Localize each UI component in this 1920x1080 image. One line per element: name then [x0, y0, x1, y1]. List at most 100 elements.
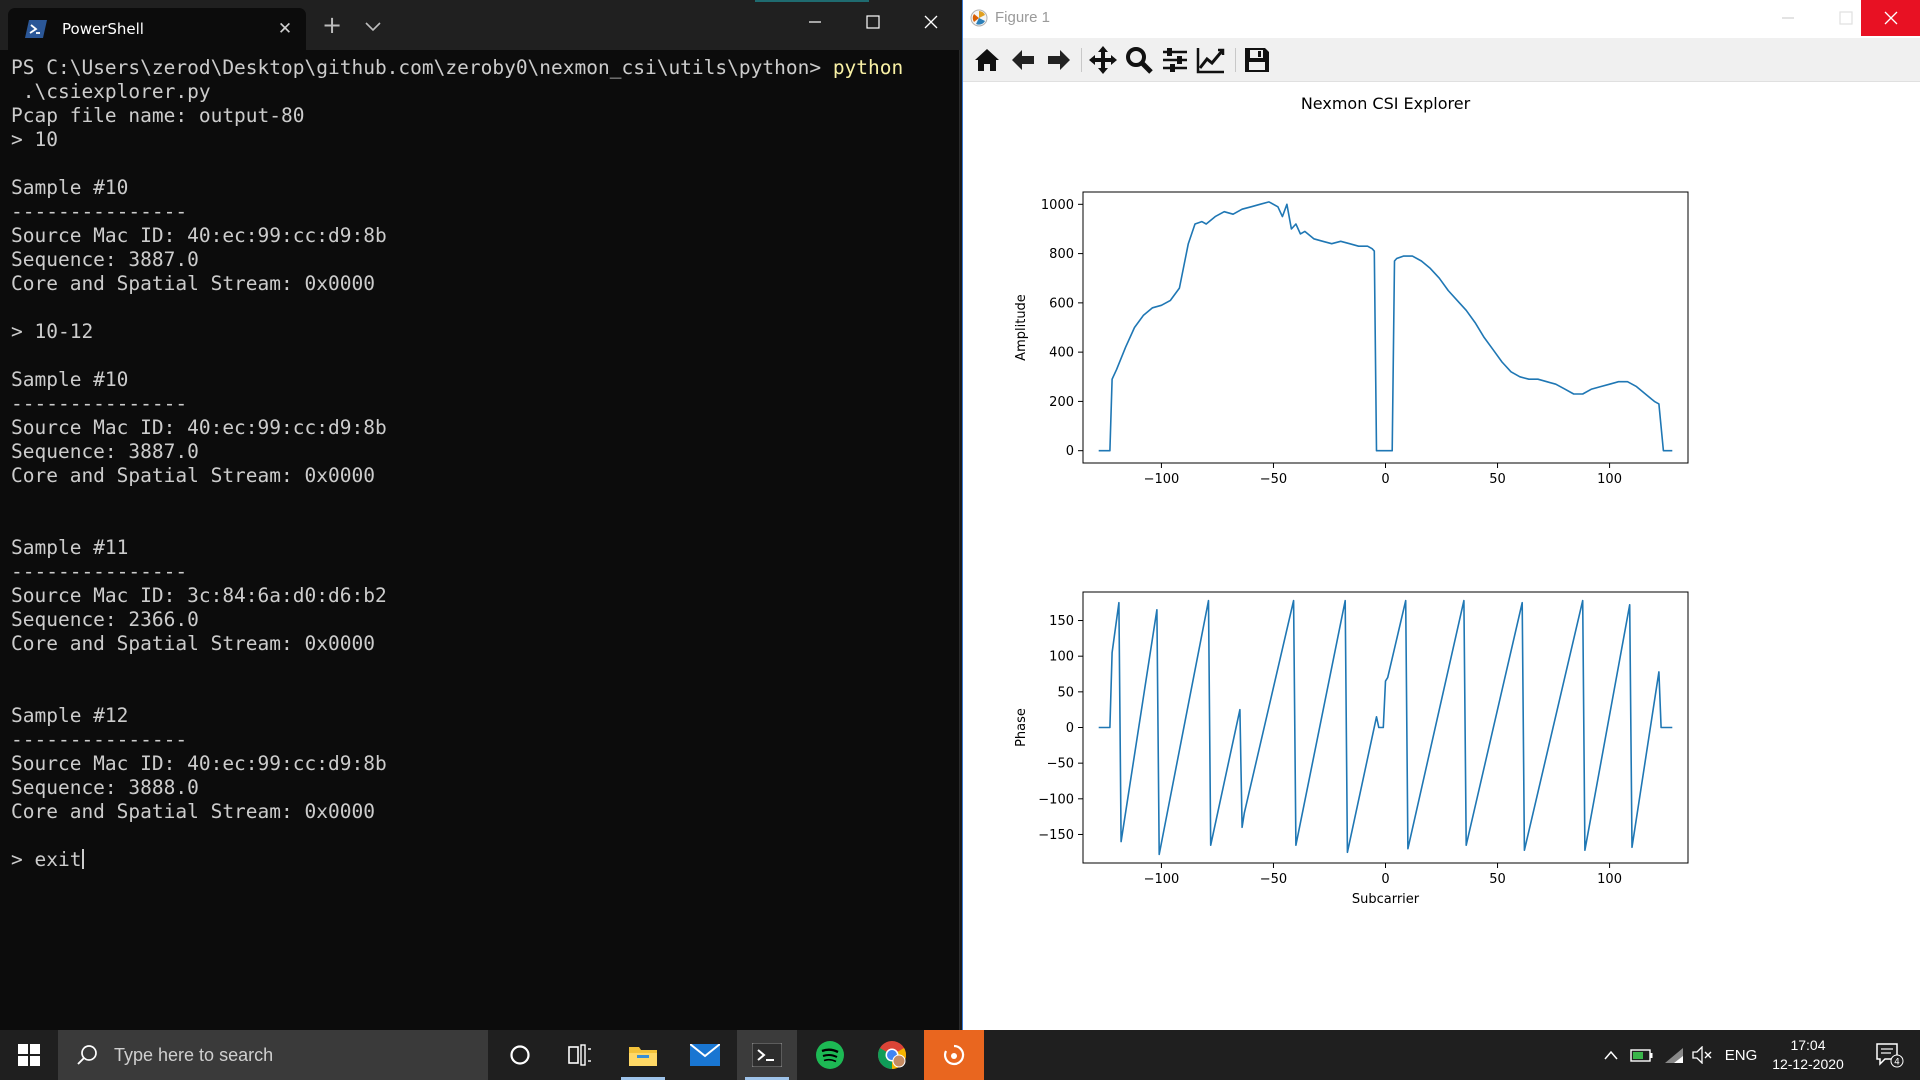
- y-tick-label: 50: [1057, 685, 1074, 700]
- toolbar-separator: [1235, 48, 1236, 72]
- x-axis-label: Subcarrier: [1352, 892, 1420, 907]
- y-tick-label: −100: [1038, 792, 1074, 807]
- subplots-config-icon[interactable]: [1159, 44, 1191, 76]
- chart-title: Nexmon CSI Explorer: [1301, 94, 1471, 113]
- save-icon[interactable]: [1241, 44, 1273, 76]
- running-indicator: [745, 1077, 789, 1080]
- close-icon[interactable]: [902, 0, 960, 44]
- clock-time: 17:04: [1790, 1037, 1826, 1053]
- x-tick-label: 100: [1597, 472, 1622, 487]
- prompt-path: PS C:\Users\zerod\Desktop\github.com\zer…: [11, 56, 833, 79]
- taskbar: Type here to search: [0, 1030, 1920, 1080]
- taskbar-search-box[interactable]: Type here to search: [58, 1030, 488, 1080]
- terminal-line: Source Mac ID: 40:ec:99:cc:d9:8b: [11, 224, 387, 247]
- x-tick-label: −100: [1144, 472, 1180, 487]
- input-text: > exit: [11, 848, 82, 871]
- spotify-icon[interactable]: [800, 1030, 860, 1080]
- x-tick-label: 50: [1489, 472, 1506, 487]
- volume-muted-icon[interactable]: [1688, 1030, 1718, 1080]
- x-tick-label: 50: [1489, 872, 1506, 887]
- file-explorer-icon[interactable]: [613, 1030, 673, 1080]
- terminal-line: Sequence: 3887.0: [11, 440, 199, 463]
- edit-axis-icon[interactable]: [1195, 44, 1227, 76]
- y-tick-label: 1000: [1041, 198, 1074, 213]
- title-accent-line: [755, 0, 869, 2]
- prompt-line: PS C:\Users\zerod\Desktop\github.com\zer…: [11, 56, 956, 80]
- terminal-line: .\csiexplorer.py: [11, 80, 211, 103]
- mail-icon[interactable]: [675, 1030, 735, 1080]
- cortana-icon[interactable]: [490, 1030, 550, 1080]
- task-view-icon[interactable]: [550, 1030, 610, 1080]
- terminal-line: Source Mac ID: 40:ec:99:cc:d9:8b: [11, 416, 387, 439]
- terminal-line: [11, 344, 956, 368]
- figure-canvas[interactable]: −100 −50 0 50 100 0 200 400 600 800 1000 Nexmon CSI…: [963, 82, 1920, 1030]
- tab-close-icon[interactable]: ✕: [277, 19, 293, 39]
- figure-toolbar: [963, 38, 1920, 82]
- terminal-line: Sample #10: [11, 368, 129, 391]
- tab-powershell[interactable]: PowerShell ✕: [8, 8, 306, 50]
- text-cursor: [82, 849, 85, 869]
- zoom-icon[interactable]: [1123, 44, 1155, 76]
- terminal-line: Core and Spatial Stream: 0x0000: [11, 632, 375, 655]
- toolbar-separator: [1081, 48, 1082, 72]
- y-tick-label: 800: [1049, 247, 1074, 262]
- input-line[interactable]: > exit: [11, 848, 956, 872]
- terminal-line: ---------------: [11, 392, 188, 415]
- chevron-down-icon[interactable]: [360, 14, 386, 40]
- terminal-icon[interactable]: [737, 1030, 797, 1080]
- forward-arrow-icon[interactable]: [1043, 44, 1075, 76]
- y-tick-label: −50: [1047, 757, 1074, 772]
- y-tick-label: 100: [1049, 650, 1074, 665]
- x-tick-label: 100: [1597, 872, 1622, 887]
- terminal-line: [11, 512, 956, 536]
- minimize-icon[interactable]: [786, 0, 844, 44]
- running-indicator: [621, 1077, 665, 1080]
- maximize-icon[interactable]: [844, 0, 902, 44]
- back-arrow-icon[interactable]: [1007, 44, 1039, 76]
- chrome-icon[interactable]: [862, 1030, 922, 1080]
- windows-start-icon[interactable]: [0, 1030, 58, 1080]
- chevron-up-icon[interactable]: [1598, 1030, 1624, 1080]
- axes-frame: [1082, 591, 1689, 864]
- battery-icon[interactable]: [1628, 1030, 1656, 1080]
- home-icon[interactable]: [971, 44, 1003, 76]
- powershell-window: PowerShell ✕ + PS C:\Users\zerod\Desktop…: [0, 0, 960, 1030]
- close-icon[interactable]: [1861, 0, 1920, 36]
- terminal-line: [11, 824, 956, 848]
- terminal-line: [11, 488, 956, 512]
- prompt-command: python: [832, 56, 904, 79]
- minimize-icon[interactable]: [1759, 0, 1817, 36]
- y-tick-label: 0: [1066, 721, 1074, 736]
- terminal-line: Sequence: 3887.0: [11, 248, 199, 271]
- pan-icon[interactable]: [1087, 44, 1119, 76]
- x-tick-label: −50: [1260, 472, 1287, 487]
- terminal-line: Sequence: 2366.0: [11, 608, 199, 631]
- notification-count: 4: [1894, 1058, 1900, 1068]
- clock[interactable]: 17:04 12-12-2020: [1764, 1036, 1852, 1074]
- terminal-line: > 10-12: [11, 320, 94, 343]
- clock-date: 12-12-2020: [1772, 1056, 1844, 1072]
- terminal-line: Core and Spatial Stream: 0x0000: [11, 272, 375, 295]
- powershell-icon: [24, 17, 48, 41]
- terminal-line: [11, 656, 956, 680]
- y-tick-label: −150: [1038, 828, 1074, 843]
- figure-title: Figure 1: [995, 9, 1051, 26]
- terminal-line: Sample #11: [11, 536, 129, 559]
- terminal-output[interactable]: PS C:\Users\zerod\Desktop\github.com\zer…: [11, 56, 956, 1016]
- new-tab-icon[interactable]: +: [321, 11, 343, 39]
- language-indicator[interactable]: ENG: [1724, 1046, 1758, 1064]
- wifi-icon[interactable]: [1660, 1030, 1688, 1080]
- maximize-icon[interactable]: [1817, 0, 1875, 36]
- blender-icon[interactable]: [924, 1030, 984, 1080]
- notification-icon[interactable]: 4: [1866, 1030, 1914, 1080]
- terminal-line: Source Mac ID: 3c:84:6a:d0:d6:b2: [11, 584, 387, 607]
- terminal-titlebar: PowerShell ✕ +: [0, 0, 960, 50]
- terminal-line: ---------------: [11, 560, 188, 583]
- terminal-line: Sample #10: [11, 176, 129, 199]
- search-placeholder: Type here to search: [114, 1044, 274, 1065]
- terminal-line: ---------------: [11, 200, 188, 223]
- data-line: [1098, 599, 1673, 856]
- terminal-line: [11, 152, 956, 176]
